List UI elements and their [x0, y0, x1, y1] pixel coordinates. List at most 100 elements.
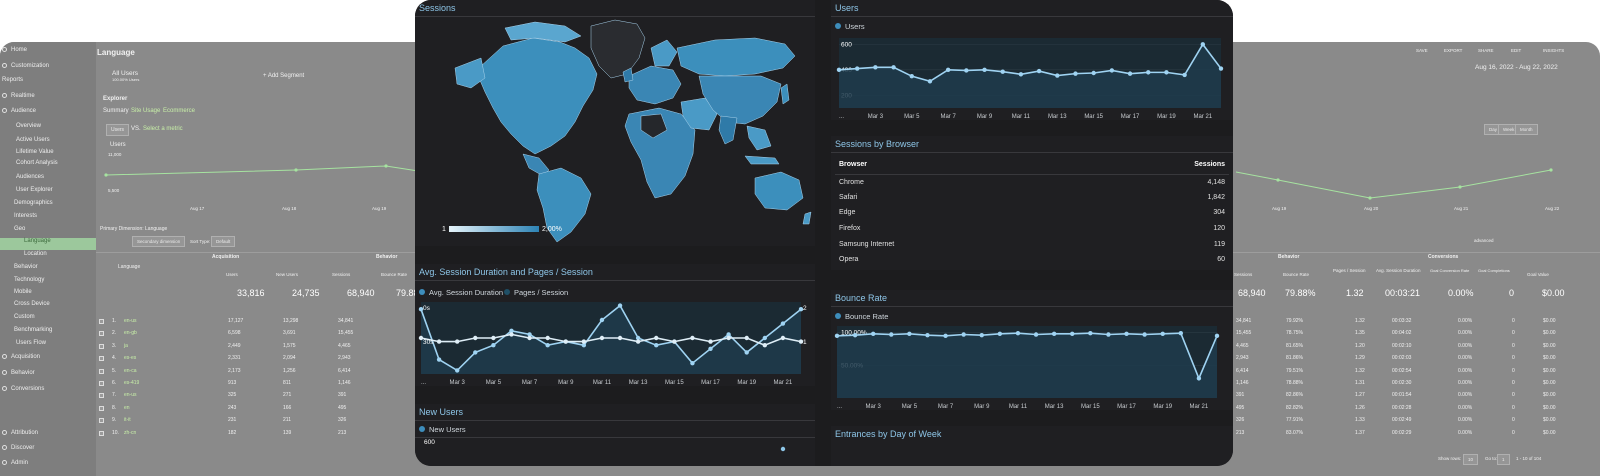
world-map[interactable]: [415, 18, 815, 244]
bg-nav-item[interactable]: Audience: [0, 108, 96, 120]
bg-row-language-link[interactable]: ja: [124, 342, 128, 349]
bg-nav-item[interactable]: Cohort Analysis: [0, 160, 96, 172]
bg-share-button[interactable]: SHARE: [1478, 48, 1494, 53]
bg-nav-item[interactable]: Conversions: [0, 386, 96, 398]
bg-nav-item[interactable]: Location: [0, 251, 96, 263]
avg-session-line-chart[interactable]: ... Mar 3 Mar 5 Mar 7 Mar 9 Mar 11 Mar 13 Mar 1…: [415, 296, 815, 386]
bg-nav-item[interactable]: Admin: [0, 460, 96, 472]
users-legend[interactable]: Users: [835, 22, 865, 31]
bg-row-language-link[interactable]: en-us: [124, 392, 137, 399]
bg-nav-item[interactable]: Technology: [0, 277, 96, 289]
bg-col-bounce[interactable]: Bounce Rate: [381, 272, 408, 277]
bg-row-language-link[interactable]: es-es: [124, 355, 137, 362]
browser-row[interactable]: Firefox 120: [835, 221, 1229, 237]
bg-tab-summary[interactable]: Summary: [103, 108, 129, 114]
bg-nav-item[interactable]: Attribution: [0, 430, 96, 442]
bg-nav-item[interactable]: Lifetime Value: [0, 149, 96, 161]
bg-row-language-link[interactable]: it-it: [124, 417, 131, 424]
bg-nav-item[interactable]: Benchmarking: [0, 327, 96, 339]
new-users-legend[interactable]: New Users: [419, 425, 466, 434]
browser-row[interactable]: Edge 304: [835, 205, 1229, 221]
bg-row-checkbox[interactable]: [99, 368, 104, 374]
bg-row-checkbox[interactable]: [99, 343, 104, 349]
bg-goto-input[interactable]: 1: [1497, 454, 1510, 465]
x-tick-label: Mar 13: [1045, 404, 1064, 410]
bg-period-month[interactable]: Month: [1515, 124, 1538, 135]
bg-edit-button[interactable]: EDIT: [1511, 48, 1522, 53]
bg-col-pages[interactable]: Pages / Session: [1333, 268, 1366, 273]
bg-nav-item[interactable]: Acquisition: [0, 354, 96, 366]
bg-nav-item[interactable]: Mobile: [0, 289, 96, 301]
bg-row-checkbox[interactable]: [99, 331, 104, 337]
bg-row-checkbox[interactable]: [99, 430, 104, 436]
bg-col-goal-rate[interactable]: Goal Conversion Rate: [1430, 268, 1470, 273]
bg-nav-item[interactable]: User Explorer: [0, 187, 96, 199]
bg-row-language-link[interactable]: en-ca: [124, 367, 137, 374]
bg-export-button[interactable]: EXPORT: [1444, 48, 1463, 53]
bg-nav-item[interactable]: Customization: [0, 63, 96, 75]
bg-row-checkbox[interactable]: [99, 356, 104, 362]
browser-row[interactable]: Opera 60: [835, 252, 1229, 268]
bg-tab-ecommerce[interactable]: Ecommerce: [163, 108, 196, 114]
col-browser[interactable]: Browser: [835, 156, 1080, 175]
bg-nav-item[interactable]: Behavior: [0, 264, 96, 276]
avg-duration-legend-label: Avg. Session Duration: [429, 288, 504, 297]
bg-insights-button[interactable]: INSIGHTS: [1543, 48, 1565, 53]
pages-session-legend[interactable]: Pages / Session: [504, 288, 568, 297]
browser-row[interactable]: Safari 1,842: [835, 190, 1229, 206]
bg-nav-item[interactable]: Cross Device: [0, 301, 96, 313]
bg-row-checkbox[interactable]: [99, 418, 104, 424]
bg-row-checkbox[interactable]: [99, 381, 104, 386]
bg-row-checkbox[interactable]: [99, 405, 104, 411]
bg-nav-item[interactable]: Behavior: [0, 370, 96, 382]
bg-nav-item[interactable]: Custom: [0, 314, 96, 326]
bg-col-bounce-right[interactable]: Bounce Rate: [1283, 272, 1310, 277]
bg-date-range[interactable]: Aug 16, 2022 - Aug 22, 2022: [1475, 64, 1558, 71]
bg-row-checkbox[interactable]: [99, 319, 104, 324]
bg-col-goal-value[interactable]: Goal Value: [1527, 272, 1549, 277]
bg-nav-item[interactable]: Active Users: [0, 137, 96, 149]
bg-save-button[interactable]: SAVE: [1416, 48, 1428, 53]
bg-col-sessions-right[interactable]: Sessions: [1234, 272, 1253, 277]
bg-nav-item[interactable]: Users Flow: [0, 340, 96, 352]
bg-nav-item[interactable]: Demographics: [0, 200, 96, 212]
bg-nav-item[interactable]: Geo: [0, 226, 96, 238]
browser-row[interactable]: Samsung Internet 119: [835, 236, 1229, 252]
bg-col-users[interactable]: Users: [226, 272, 238, 277]
bg-row-language-link[interactable]: en-gb: [124, 330, 137, 337]
bg-row-language-link[interactable]: en: [124, 404, 130, 411]
data-point: [1051, 331, 1057, 337]
bg-col-avg[interactable]: Avg. Session Duration: [1376, 268, 1421, 273]
bg-row-language-link[interactable]: zh-cn: [124, 429, 137, 436]
bg-nav-item[interactable]: Overview: [0, 123, 96, 135]
bg-nav-item[interactable]: Interests: [0, 213, 96, 225]
bg-show-rows-select[interactable]: 10: [1463, 454, 1479, 465]
bg-sort-default[interactable]: Default: [211, 236, 236, 247]
bg-col-language[interactable]: Language: [118, 264, 141, 270]
bg-secondary-dimension[interactable]: Secondary dimension: [132, 236, 186, 247]
avg-duration-legend[interactable]: Avg. Session Duration: [419, 288, 503, 297]
bg-tab-site-usage[interactable]: Site Usage: [131, 108, 161, 114]
bg-row-checkbox[interactable]: [99, 393, 104, 399]
bounce-legend[interactable]: Bounce Rate: [835, 312, 888, 321]
bg-col-new-users[interactable]: New Users: [276, 272, 299, 277]
bg-nav-item[interactable]: Discover: [0, 445, 96, 457]
bg-select-metric[interactable]: Select a metric: [143, 126, 183, 132]
bg-segment-name[interactable]: All Users: [112, 70, 139, 77]
bg-row-language-link[interactable]: en-us: [124, 318, 137, 324]
bg-nav-item[interactable]: Reports: [0, 77, 96, 89]
bg-col-sessions[interactable]: Sessions: [332, 272, 351, 277]
bg-nav-item[interactable]: Realtime: [0, 93, 96, 105]
bg-nav-item[interactable]: Audiences: [0, 174, 96, 186]
col-sessions[interactable]: Sessions: [1079, 156, 1229, 175]
bg-metric-select[interactable]: Users: [106, 124, 130, 136]
bg-row-language-link[interactable]: es-419: [124, 380, 140, 386]
bg-advanced[interactable]: advanced: [1474, 238, 1494, 243]
bg-col-goal-comp[interactable]: Goal Completions: [1478, 268, 1510, 273]
bg-nav-item[interactable]: Language: [0, 238, 96, 250]
bg-nav-item[interactable]: Home: [0, 47, 96, 59]
browser-row[interactable]: Chrome 4,148: [835, 174, 1229, 190]
bg-add-segment[interactable]: + Add Segment: [263, 73, 305, 79]
